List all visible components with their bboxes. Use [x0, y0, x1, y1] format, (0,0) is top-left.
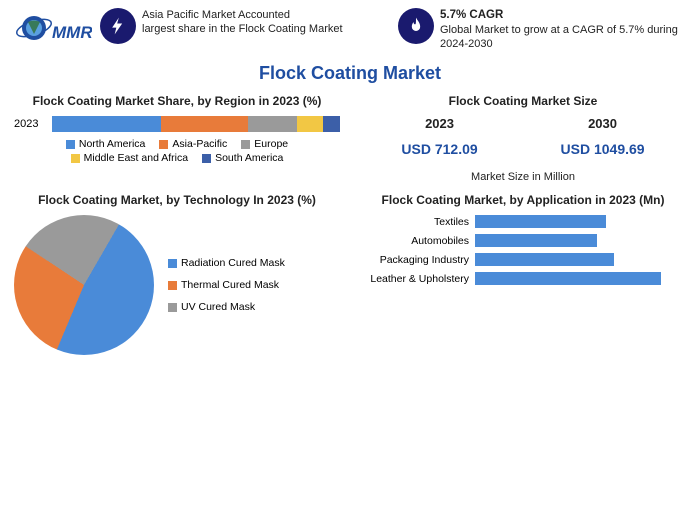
msize-year-2023: 2023 [401, 116, 477, 131]
mmr-logo: MMR [12, 8, 92, 53]
page-title: Flock Coating Market [0, 63, 700, 84]
technology-pie [14, 215, 154, 355]
application-label: Packaging Industry [360, 254, 475, 266]
application-track [475, 272, 686, 285]
stat2-body: Global Market to grow at a CAGR of 5.7% … [440, 24, 678, 50]
hbar-title: Flock Coating Market, by Application in … [360, 193, 686, 207]
application-label: Leather & Upholstery [360, 273, 475, 285]
application-bar-fill [475, 272, 661, 285]
legend-item: South America [202, 152, 283, 164]
region-segment [297, 116, 323, 132]
region-share-chart: Flock Coating Market Share, by Region in… [14, 94, 340, 183]
legend-item: UV Cured Mask [168, 301, 285, 313]
application-bar-fill [475, 234, 597, 247]
header: MMR Asia Pacific Market Accounted larges… [0, 0, 700, 57]
application-bar-chart: Flock Coating Market, by Application in … [360, 193, 686, 355]
logo-text: MMR [52, 23, 92, 42]
region-stacked-bar [52, 116, 340, 132]
region-row-label: 2023 [14, 118, 46, 130]
legend-item: Thermal Cured Mask [168, 279, 285, 291]
application-label: Textiles [360, 216, 475, 228]
msize-val-2023: USD 712.09 [401, 141, 477, 157]
legend-item: North America [66, 138, 146, 150]
legend-item: Middle East and Africa [71, 152, 188, 164]
msize-subtitle: Market Size in Million [360, 171, 686, 183]
legend-item: Radiation Cured Mask [168, 257, 285, 269]
region-segment [323, 116, 340, 132]
application-bar-row: Automobiles [360, 234, 686, 247]
pie-title: Flock Coating Market, by Technology In 2… [14, 193, 340, 207]
application-bar-row: Packaging Industry [360, 253, 686, 266]
stat2-title: 5.7% CAGR [440, 9, 503, 21]
flame-icon [398, 8, 434, 44]
msize-title: Flock Coating Market Size [360, 94, 686, 108]
region-legend: North America Asia-Pacific Europe Middle Ea… [14, 138, 340, 164]
application-track [475, 234, 686, 247]
chart-grid: Flock Coating Market Share, by Region in… [0, 94, 700, 365]
msize-year-2030: 2030 [561, 116, 645, 131]
technology-legend: Radiation Cured Mask Thermal Cured Mask UV… [168, 257, 285, 313]
legend-item: Europe [241, 138, 288, 150]
stat1-body: largest share in the Flock Coating Marke… [142, 23, 343, 35]
msize-val-2030: USD 1049.69 [561, 141, 645, 157]
region-segment [161, 116, 247, 132]
stat-cagr: 5.7% CAGR Global Market to grow at a CAG… [398, 8, 688, 52]
region-segment [248, 116, 297, 132]
application-track [475, 253, 686, 266]
region-segment [52, 116, 161, 132]
legend-item: Asia-Pacific [159, 138, 227, 150]
stat1-title: Asia Pacific Market Accounted [142, 9, 290, 21]
application-bar-row: Textiles [360, 215, 686, 228]
bolt-icon [100, 8, 136, 44]
application-bar-row: Leather & Upholstery [360, 272, 686, 285]
stat-asia-pacific: Asia Pacific Market Accounted largest sh… [100, 8, 390, 44]
application-track [475, 215, 686, 228]
application-bar-fill [475, 253, 614, 266]
application-bars: Textiles Automobiles Packaging Industry Lea… [360, 215, 686, 285]
market-size-panel: Flock Coating Market Size 2023 USD 712.0… [360, 94, 686, 183]
application-label: Automobiles [360, 235, 475, 247]
region-chart-title: Flock Coating Market Share, by Region in… [14, 94, 340, 108]
application-bar-fill [475, 215, 606, 228]
technology-pie-chart: Flock Coating Market, by Technology In 2… [14, 193, 340, 355]
